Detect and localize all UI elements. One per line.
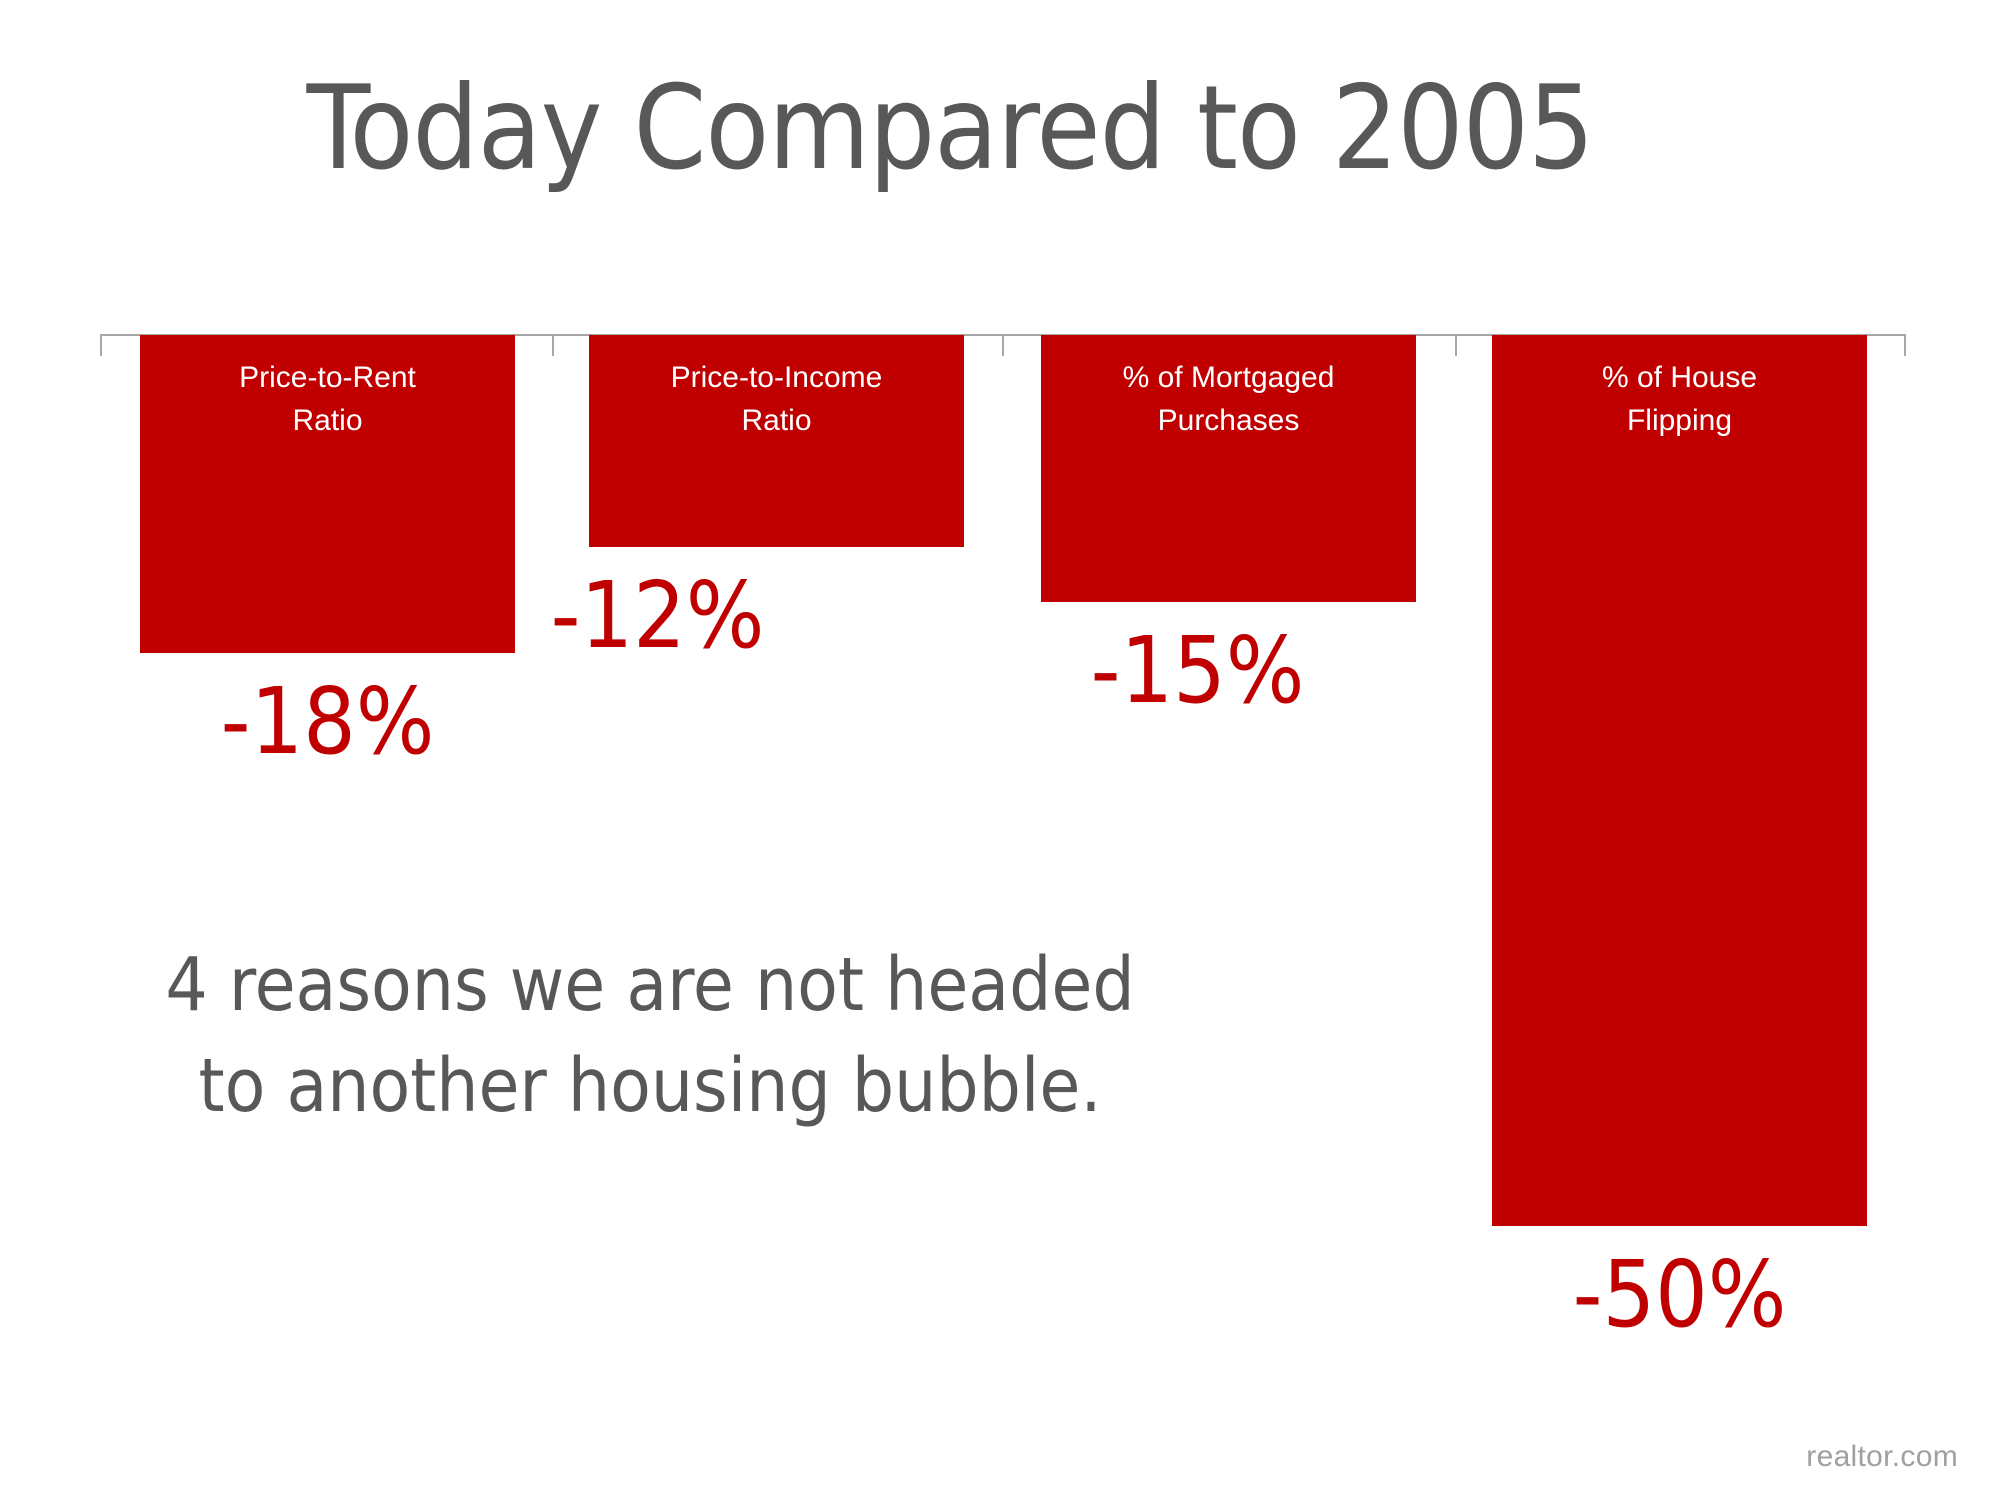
bar-category-label-line2: Purchases [1157,403,1300,437]
subtitle-line-2: to another housing bubble. [198,1042,1102,1129]
subtitle-caption: 4 reasons we are not headed to another h… [120,935,1180,1136]
value-label-price-to-rent-ratio: -18% [220,668,435,775]
bar-category-label-line2: Flipping [1626,403,1733,437]
bar-category-label-line2: Ratio [292,403,363,437]
bar-price-to-income-ratio[interactable]: Price-to-Income Ratio [589,335,964,547]
value-label-pct-house-flipping: -50% [1572,1241,1787,1348]
value-label-price-to-income-ratio: -12% [550,562,765,669]
bar-category-label-line1: % of Mortgaged [1122,361,1335,394]
axis-tick-0 [100,334,102,356]
bar-price-to-rent-ratio[interactable]: Price-to-Rent Ratio [140,335,515,653]
bar-category-label-line2: Ratio [741,403,812,437]
axis-tick-1 [552,334,554,356]
bar-pct-mortgaged-purchases[interactable]: % of Mortgaged Purchases [1041,335,1416,602]
axis-tick-4 [1904,334,1906,356]
bar-pct-house-flipping[interactable]: % of House Flipping [1492,335,1867,1226]
axis-tick-2 [1002,334,1004,356]
bar-category-label-line1: Price-to-Income [670,361,883,394]
source-watermark: realtor.com [1806,1440,1958,1473]
bar-category-label-line1: % of House [1601,361,1758,394]
bar-category-label-line1: Price-to-Rent [239,361,416,394]
axis-tick-3 [1455,334,1457,356]
page-title: Today Compared to 2005 [306,61,1595,196]
subtitle-line-1: 4 reasons we are not headed [165,942,1135,1028]
value-label-pct-mortgaged-purchases: -15% [1090,617,1305,724]
